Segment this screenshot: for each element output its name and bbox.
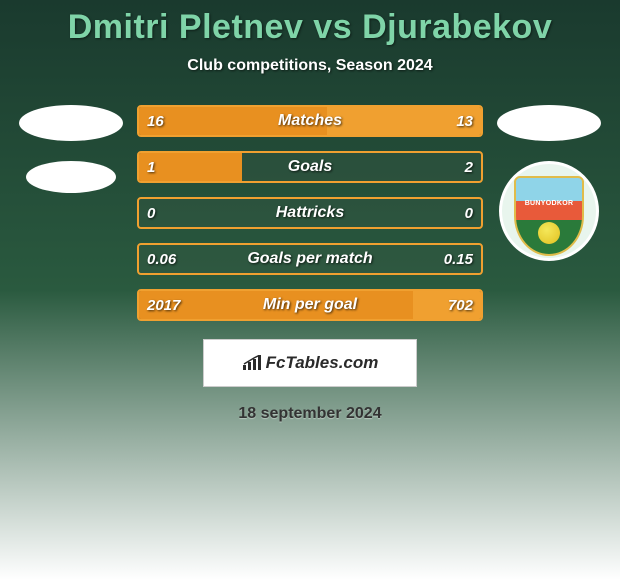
team-left-crest: [26, 161, 116, 193]
stat-row: 12Goals: [137, 151, 483, 183]
stat-row: 2017702Min per goal: [137, 289, 483, 321]
right-avatar-column: BUNYODKOR: [493, 105, 605, 261]
stat-bars: 1613Matches 12Goals 00Hattricks 0.060.15Goa…: [137, 105, 483, 321]
stat-label: Min per goal: [139, 296, 481, 314]
bunyodkor-crest-icon: BUNYODKOR: [514, 176, 584, 246]
player-right-avatar: [497, 105, 601, 141]
stat-row: 1613Matches: [137, 105, 483, 137]
date-label: 18 september 2024: [0, 405, 620, 423]
stat-label: Goals per match: [139, 250, 481, 268]
stat-label: Hattricks: [139, 204, 481, 222]
player-left-avatar: [19, 105, 123, 141]
crest-label: BUNYODKOR: [516, 200, 582, 207]
stat-row: 0.060.15Goals per match: [137, 243, 483, 275]
page-title: Dmitri Pletnev vs Djurabekov: [0, 8, 620, 47]
stat-row: 00Hattricks: [137, 197, 483, 229]
brand-logo[interactable]: FcTables.com: [203, 339, 417, 387]
stat-label: Matches: [139, 112, 481, 130]
chart-icon: [242, 355, 262, 371]
brand-text: FcTables.com: [266, 353, 379, 373]
stats-area: 1613Matches 12Goals 00Hattricks 0.060.15Goa…: [0, 105, 620, 321]
comparison-container: Dmitri Pletnev vs Djurabekov Club compet…: [0, 0, 620, 423]
subtitle: Club competitions, Season 2024: [0, 57, 620, 75]
team-right-crest: BUNYODKOR: [499, 161, 599, 261]
left-avatar-column: [15, 105, 127, 193]
stat-label: Goals: [139, 158, 481, 176]
